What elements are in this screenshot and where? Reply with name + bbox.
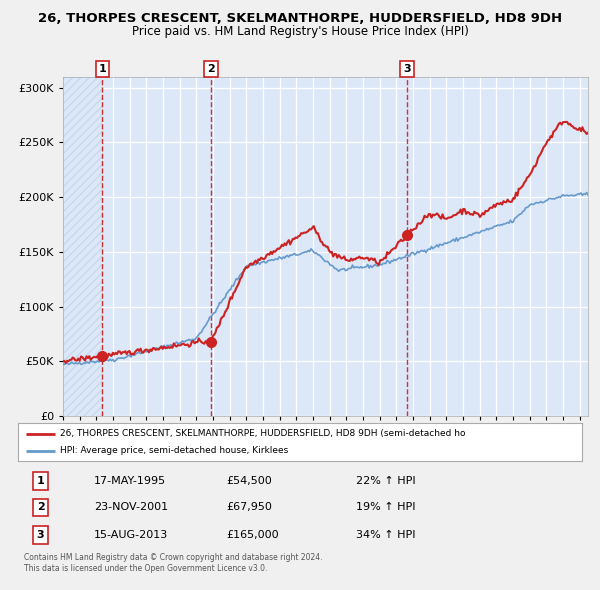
Text: 23-NOV-2001: 23-NOV-2001 <box>94 503 168 513</box>
Text: 26, THORPES CRESCENT, SKELMANTHORPE, HUDDERSFIELD, HD8 9DH (semi-detached ho: 26, THORPES CRESCENT, SKELMANTHORPE, HUD… <box>60 430 466 438</box>
Text: Price paid vs. HM Land Registry's House Price Index (HPI): Price paid vs. HM Land Registry's House … <box>131 25 469 38</box>
Text: Contains HM Land Registry data © Crown copyright and database right 2024.: Contains HM Land Registry data © Crown c… <box>24 553 323 562</box>
Text: £54,500: £54,500 <box>227 476 272 486</box>
Text: 1: 1 <box>37 476 44 486</box>
Text: This data is licensed under the Open Government Licence v3.0.: This data is licensed under the Open Gov… <box>24 564 268 573</box>
Text: 19% ↑ HPI: 19% ↑ HPI <box>356 503 416 513</box>
Text: 15-AUG-2013: 15-AUG-2013 <box>94 530 169 540</box>
Text: 34% ↑ HPI: 34% ↑ HPI <box>356 530 416 540</box>
Text: £67,950: £67,950 <box>227 503 272 513</box>
Text: 3: 3 <box>403 64 410 74</box>
Text: 2: 2 <box>37 503 44 513</box>
Text: 2: 2 <box>208 64 215 74</box>
Text: HPI: Average price, semi-detached house, Kirklees: HPI: Average price, semi-detached house,… <box>60 446 289 455</box>
Text: 22% ↑ HPI: 22% ↑ HPI <box>356 476 416 486</box>
Text: 17-MAY-1995: 17-MAY-1995 <box>94 476 166 486</box>
Text: 3: 3 <box>37 530 44 540</box>
Text: £165,000: £165,000 <box>227 530 280 540</box>
Text: 26, THORPES CRESCENT, SKELMANTHORPE, HUDDERSFIELD, HD8 9DH: 26, THORPES CRESCENT, SKELMANTHORPE, HUD… <box>38 12 562 25</box>
Text: 1: 1 <box>98 64 106 74</box>
